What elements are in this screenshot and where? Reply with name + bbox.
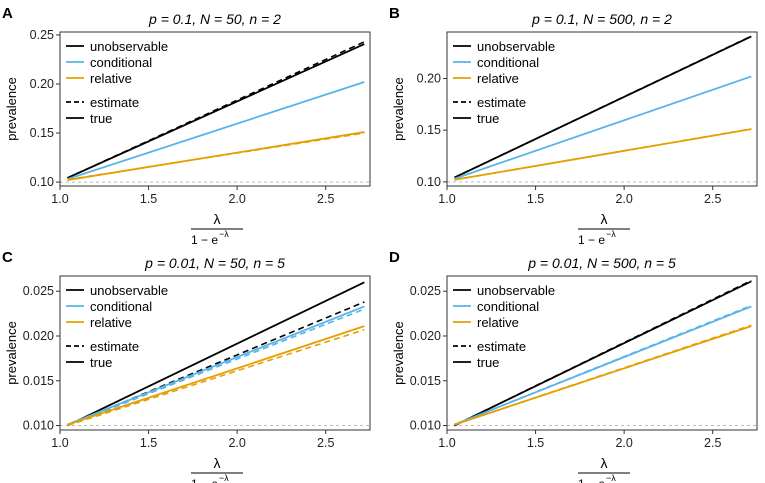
x-tick-label: 2.5 <box>317 192 334 206</box>
panel-letter: A <box>2 5 13 22</box>
y-tick-label: 0.15 <box>30 126 54 140</box>
y-tick-label: 0.10 <box>417 175 441 189</box>
x-tick-label: 1.0 <box>51 192 68 206</box>
legend-label-relative: relative <box>477 315 519 330</box>
y-axis-label: prevalence <box>391 321 406 385</box>
x-axis-label-denominator: 1 − e <box>191 477 218 483</box>
x-tick-label: 1.0 <box>438 436 455 450</box>
panel-letter: C <box>2 249 13 266</box>
legend-label-true: true <box>477 111 499 126</box>
y-tick-label: 0.025 <box>410 284 441 298</box>
y-tick-label: 0.010 <box>410 419 441 433</box>
legend-label-true: true <box>477 355 499 370</box>
legend-label-conditional: conditional <box>90 55 152 70</box>
legend-label-true: true <box>90 355 112 370</box>
x-tick-label: 2.0 <box>615 436 632 450</box>
legend-label-conditional: conditional <box>477 299 539 314</box>
x-axis-label-exponent: −λ <box>219 473 229 483</box>
series-relative-estimate <box>67 132 365 181</box>
x-tick-label: 1.5 <box>527 192 544 206</box>
legend-label-unobservable: unobservable <box>90 283 168 298</box>
series-unobservable-estimate <box>454 279 752 427</box>
legend-label-relative: relative <box>90 71 132 86</box>
plot-frame <box>59 31 371 187</box>
panel-title: p = 0.01, N = 50, n = 5 <box>144 255 285 271</box>
y-tick-label: 0.020 <box>410 329 441 343</box>
y-tick-label: 0.25 <box>30 28 54 42</box>
x-axis-label-denominator: 1 − e <box>578 233 605 247</box>
y-tick-label: 0.010 <box>23 419 54 433</box>
x-axis-label-numerator: λ <box>214 211 221 227</box>
series-relative-true <box>67 325 365 426</box>
legend-label-estimate: estimate <box>90 95 139 110</box>
y-tick-label: 0.025 <box>23 284 54 298</box>
legend-label-estimate: estimate <box>477 339 526 354</box>
x-tick-label: 2.0 <box>228 192 245 206</box>
legend-label-estimate: estimate <box>90 339 139 354</box>
series-conditional-true <box>67 305 365 426</box>
legend-label-estimate: estimate <box>477 95 526 110</box>
y-tick-label: 0.20 <box>417 72 441 86</box>
plot-frame <box>446 31 758 187</box>
x-tick-label: 1.5 <box>527 436 544 450</box>
series-conditional-true <box>67 81 365 180</box>
series-relative-estimate <box>454 324 752 426</box>
panel-title: p = 0.1, N = 50, n = 2 <box>148 11 281 27</box>
panel-letter: B <box>389 5 400 22</box>
x-tick-label: 2.5 <box>317 436 334 450</box>
x-tick-label: 1.5 <box>140 436 157 450</box>
legend-label-true: true <box>90 111 112 126</box>
y-tick-label: 0.015 <box>23 374 54 388</box>
y-tick-label: 0.015 <box>410 374 441 388</box>
legend-label-conditional: conditional <box>90 299 152 314</box>
series-unobservable-estimate <box>67 41 365 179</box>
x-axis-label-exponent: −λ <box>606 229 616 239</box>
x-axis-label-denominator: 1 − e <box>578 477 605 483</box>
series-conditional-estimate <box>454 304 752 426</box>
plot-frame <box>59 275 371 431</box>
legend-label-conditional: conditional <box>477 55 539 70</box>
series-relative-estimate <box>67 328 365 427</box>
series-unobservable-estimate <box>454 35 752 179</box>
x-tick-label: 2.5 <box>704 192 721 206</box>
y-axis-label: prevalence <box>4 321 19 385</box>
x-tick-label: 2.0 <box>228 436 245 450</box>
y-tick-label: 0.10 <box>30 175 54 189</box>
legend-label-unobservable: unobservable <box>477 39 555 54</box>
legend-label-unobservable: unobservable <box>90 39 168 54</box>
panel-title: p = 0.01, N = 500, n = 5 <box>527 255 676 271</box>
series-conditional-true <box>454 75 752 180</box>
x-axis-label-exponent: −λ <box>606 473 616 483</box>
x-tick-label: 1.0 <box>51 436 68 450</box>
x-axis-label-denominator: 1 − e <box>191 233 218 247</box>
y-axis-label: prevalence <box>391 77 406 141</box>
x-tick-label: 2.5 <box>704 436 721 450</box>
plot-frame <box>446 275 758 431</box>
y-tick-label: 0.20 <box>30 77 54 91</box>
x-tick-label: 1.5 <box>140 192 157 206</box>
x-axis-label-numerator: λ <box>214 455 221 471</box>
panel-letter: D <box>389 249 400 266</box>
y-tick-label: 0.020 <box>23 329 54 343</box>
series-unobservable-true <box>67 281 365 427</box>
y-tick-label: 0.15 <box>417 123 441 137</box>
y-axis-label: prevalence <box>4 77 19 141</box>
series-relative-estimate <box>454 128 752 181</box>
x-tick-label: 2.0 <box>615 192 632 206</box>
panel-title: p = 0.1, N = 500, n = 2 <box>531 11 672 27</box>
legend-label-unobservable: unobservable <box>477 283 555 298</box>
x-tick-label: 1.0 <box>438 192 455 206</box>
x-axis-label-exponent: −λ <box>219 229 229 239</box>
legend-label-relative: relative <box>477 71 519 86</box>
series-conditional-estimate <box>67 308 365 427</box>
x-axis-label-numerator: λ <box>601 455 608 471</box>
x-axis-label-numerator: λ <box>601 211 608 227</box>
legend-label-relative: relative <box>90 315 132 330</box>
